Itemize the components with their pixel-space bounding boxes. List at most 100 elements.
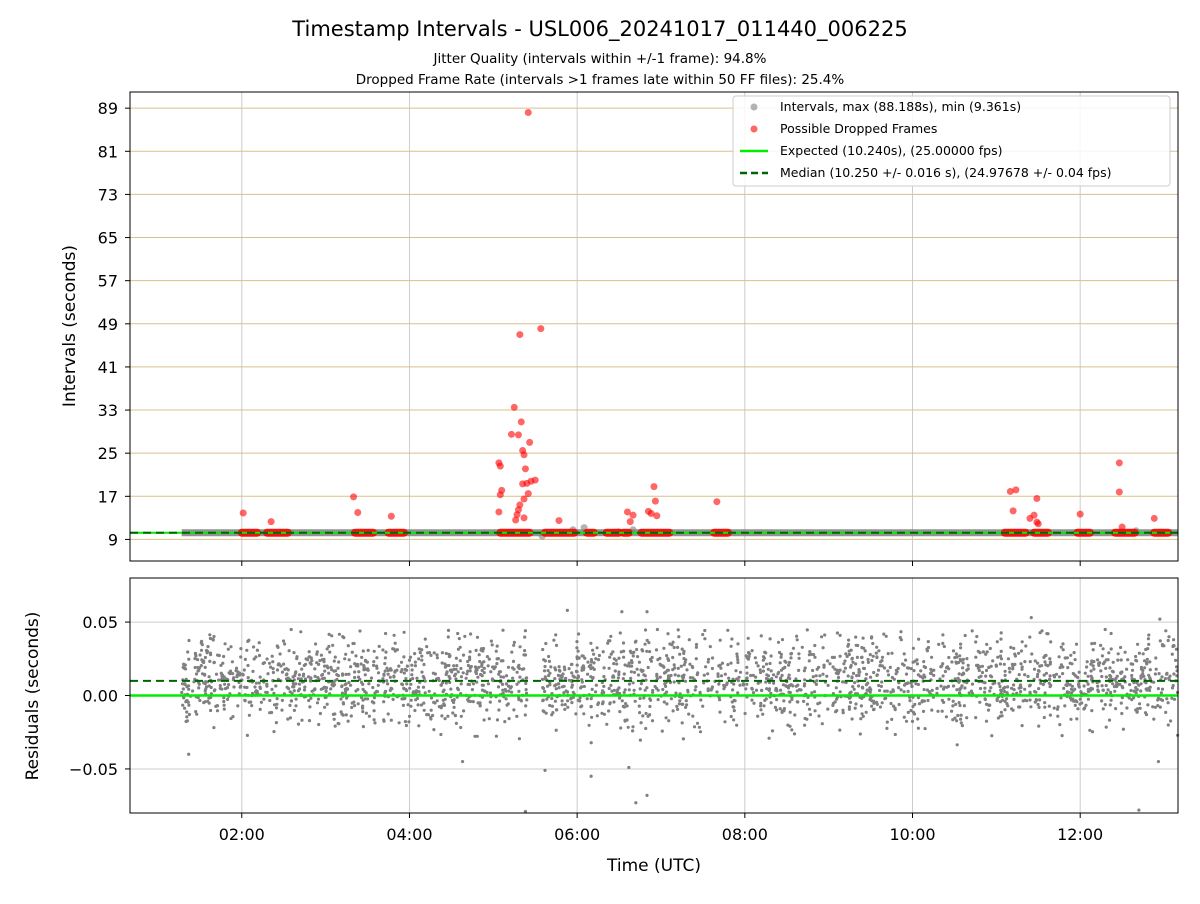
residual-point bbox=[361, 649, 365, 653]
residual-point bbox=[446, 714, 450, 718]
residual-point bbox=[570, 683, 575, 687]
residual-point bbox=[940, 664, 944, 668]
residual-point bbox=[354, 654, 358, 658]
dropped-frame-point bbox=[537, 325, 545, 333]
residual-point bbox=[251, 669, 255, 674]
residual-point bbox=[1147, 673, 1151, 677]
residual-point bbox=[426, 651, 430, 655]
residual-point bbox=[508, 686, 512, 690]
residual-point bbox=[373, 721, 377, 725]
residual-point bbox=[723, 672, 727, 676]
residual-point bbox=[271, 660, 275, 664]
residual-outlier-point bbox=[187, 752, 191, 756]
residual-point bbox=[639, 668, 643, 672]
residual-point bbox=[980, 670, 985, 675]
residual-point bbox=[489, 639, 493, 643]
residual-point bbox=[1100, 674, 1104, 679]
residual-point bbox=[639, 721, 643, 725]
top-y-tick-label: 41 bbox=[98, 358, 118, 377]
residual-point bbox=[388, 675, 392, 679]
residual-point bbox=[846, 642, 851, 647]
residual-point bbox=[676, 666, 680, 671]
residual-point bbox=[289, 627, 293, 632]
residual-point bbox=[1138, 706, 1142, 710]
top-y-tick-label: 57 bbox=[98, 272, 118, 291]
residual-point bbox=[756, 664, 760, 668]
residual-point bbox=[854, 662, 858, 666]
residual-point bbox=[543, 675, 547, 679]
residual-point bbox=[605, 722, 609, 726]
residual-point bbox=[541, 698, 545, 702]
residual-point bbox=[731, 688, 735, 692]
residual-point bbox=[961, 657, 965, 662]
residual-point bbox=[417, 647, 421, 651]
residual-point bbox=[974, 716, 978, 720]
residual-point bbox=[523, 629, 528, 633]
top-y-tick-label: 81 bbox=[98, 142, 118, 161]
residual-point bbox=[199, 641, 203, 645]
residual-point bbox=[847, 638, 851, 642]
residual-point bbox=[912, 712, 917, 716]
residual-point bbox=[1105, 691, 1109, 695]
residual-point bbox=[453, 674, 457, 678]
residual-point bbox=[557, 686, 561, 690]
residual-point bbox=[1137, 683, 1141, 687]
residual-point bbox=[1141, 672, 1145, 676]
residual-point bbox=[911, 704, 915, 709]
residual-point bbox=[1153, 672, 1157, 676]
residual-point bbox=[1020, 640, 1024, 644]
residual-point bbox=[698, 730, 703, 734]
residual-point bbox=[208, 636, 212, 641]
residual-point bbox=[838, 633, 842, 638]
residual-point bbox=[274, 684, 278, 688]
residual-point bbox=[295, 657, 299, 661]
residual-point bbox=[953, 716, 957, 720]
residual-point bbox=[327, 644, 331, 649]
residual-point bbox=[842, 670, 846, 674]
residual-point bbox=[1040, 664, 1044, 668]
residual-point bbox=[485, 655, 489, 659]
residual-point bbox=[893, 732, 897, 737]
residual-point bbox=[878, 705, 883, 709]
residual-point bbox=[1135, 659, 1139, 663]
dropped-frame-point bbox=[526, 438, 534, 446]
residual-point bbox=[283, 642, 287, 646]
residual-point bbox=[340, 691, 344, 695]
residual-point bbox=[375, 690, 380, 694]
residual-point bbox=[1144, 713, 1149, 717]
residual-point bbox=[432, 651, 436, 655]
residual-point bbox=[231, 672, 235, 676]
residual-point bbox=[975, 634, 979, 639]
dropped-frame-point bbox=[1118, 523, 1126, 531]
residual-point bbox=[1069, 687, 1073, 691]
residual-point bbox=[1028, 691, 1032, 696]
residual-point bbox=[440, 704, 444, 708]
residual-point bbox=[1170, 652, 1174, 656]
residual-point bbox=[672, 645, 676, 650]
residual-point bbox=[761, 669, 766, 673]
residual-point bbox=[1034, 690, 1038, 694]
residual-point bbox=[1044, 671, 1048, 675]
residual-point bbox=[917, 702, 922, 706]
residual-point bbox=[208, 651, 213, 655]
residual-point bbox=[482, 718, 486, 722]
residual-point bbox=[868, 686, 872, 690]
residual-point bbox=[586, 672, 590, 676]
residual-point bbox=[1049, 640, 1053, 644]
residual-point bbox=[985, 642, 989, 647]
residual-point bbox=[770, 677, 774, 681]
residual-point bbox=[417, 690, 421, 694]
residual-point bbox=[557, 682, 561, 686]
residual-point bbox=[1005, 697, 1009, 701]
residual-point bbox=[280, 670, 285, 674]
residual-point bbox=[255, 648, 259, 652]
residual-point bbox=[253, 690, 258, 694]
residual-point bbox=[668, 642, 672, 646]
residual-point bbox=[392, 675, 396, 679]
residual-point bbox=[875, 700, 879, 705]
residual-point bbox=[854, 635, 858, 639]
residual-point bbox=[349, 714, 353, 718]
residual-point bbox=[1100, 699, 1104, 703]
legend-median-label: Median (10.250 +/- 0.016 s), (24.97678 +… bbox=[780, 165, 1111, 180]
residual-point bbox=[386, 668, 390, 673]
